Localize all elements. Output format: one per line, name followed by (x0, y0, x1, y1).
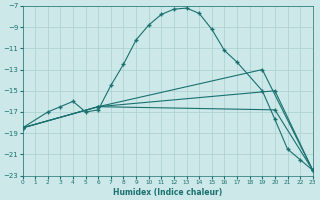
X-axis label: Humidex (Indice chaleur): Humidex (Indice chaleur) (113, 188, 222, 197)
